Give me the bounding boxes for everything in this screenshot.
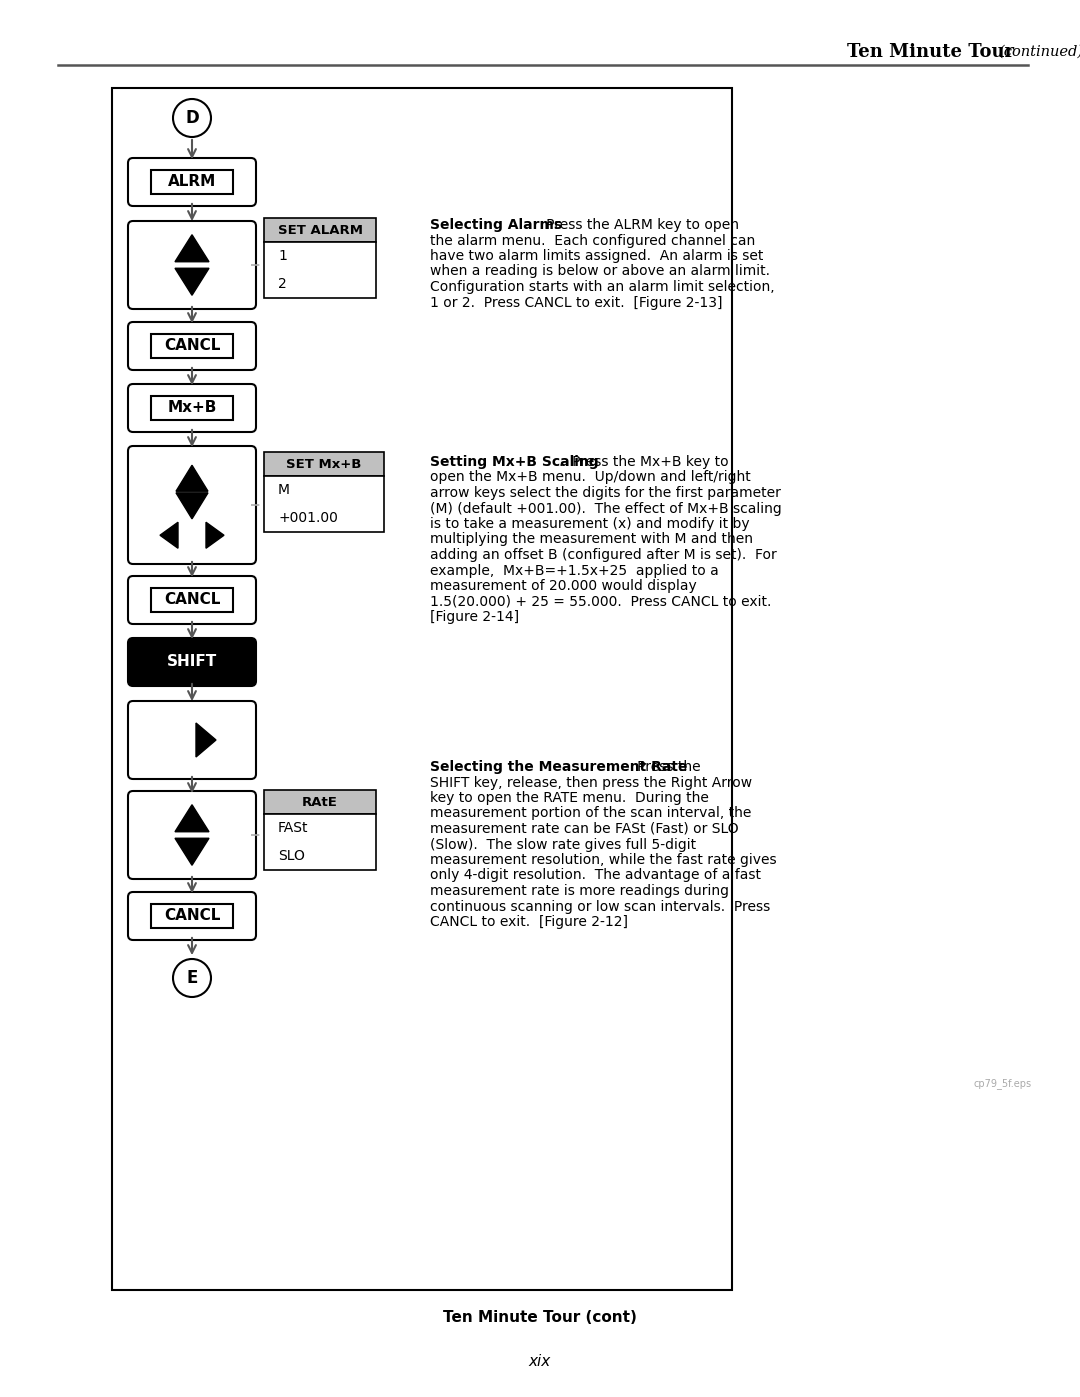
FancyBboxPatch shape bbox=[151, 170, 233, 194]
Polygon shape bbox=[195, 724, 216, 757]
Text: measurement rate is more readings during: measurement rate is more readings during bbox=[430, 884, 729, 898]
Bar bbox=[264, 476, 384, 532]
Text: the alarm menu.  Each configured channel can: the alarm menu. Each configured channel … bbox=[430, 233, 755, 247]
Text: 1: 1 bbox=[278, 249, 287, 263]
Bar bbox=[112, 88, 732, 1289]
Text: Setting Mx+B Scaling: Setting Mx+B Scaling bbox=[430, 455, 598, 469]
Text: multiplying the measurement with M and then: multiplying the measurement with M and t… bbox=[430, 532, 753, 546]
Bar bbox=[264, 242, 376, 298]
Polygon shape bbox=[206, 522, 224, 548]
Text: D: D bbox=[185, 109, 199, 127]
Text: SET Mx+B: SET Mx+B bbox=[286, 457, 362, 471]
Text: measurement resolution, while the fast rate gives: measurement resolution, while the fast r… bbox=[430, 854, 777, 868]
Text: CANCL: CANCL bbox=[164, 592, 220, 608]
Text: example,  Mx+B=+1.5x+25  applied to a: example, Mx+B=+1.5x+25 applied to a bbox=[430, 563, 719, 577]
Text: 1.5(20.000) + 25 = 55.000.  Press CANCL to exit.: 1.5(20.000) + 25 = 55.000. Press CANCL t… bbox=[430, 595, 771, 609]
Text: .  Press the ALRM key to open: . Press the ALRM key to open bbox=[534, 218, 739, 232]
FancyBboxPatch shape bbox=[151, 334, 233, 358]
Text: measurement portion of the scan interval, the: measurement portion of the scan interval… bbox=[430, 806, 752, 820]
Text: open the Mx+B menu.  Up/down and left/right: open the Mx+B menu. Up/down and left/rig… bbox=[430, 471, 751, 485]
FancyBboxPatch shape bbox=[129, 701, 256, 780]
FancyBboxPatch shape bbox=[129, 221, 256, 309]
Text: [Figure 2-14]: [Figure 2-14] bbox=[430, 610, 519, 624]
FancyBboxPatch shape bbox=[129, 638, 256, 686]
Polygon shape bbox=[175, 838, 210, 865]
Text: only 4-digit resolution.  The advantage of a fast: only 4-digit resolution. The advantage o… bbox=[430, 869, 761, 883]
Text: CANCL: CANCL bbox=[164, 338, 220, 353]
Polygon shape bbox=[160, 522, 178, 548]
Text: SHIFT key, release, then press the Right Arrow: SHIFT key, release, then press the Right… bbox=[430, 775, 752, 789]
FancyBboxPatch shape bbox=[151, 397, 233, 419]
Text: SET ALARM: SET ALARM bbox=[278, 224, 363, 236]
Text: have two alarm limits assigned.  An alarm is set: have two alarm limits assigned. An alarm… bbox=[430, 249, 764, 263]
Text: Selecting Alarms: Selecting Alarms bbox=[430, 218, 562, 232]
Text: (M) (default +001.00).  The effect of Mx+B scaling: (M) (default +001.00). The effect of Mx+… bbox=[430, 502, 782, 515]
Text: is to take a measurement (x) and modify it by: is to take a measurement (x) and modify … bbox=[430, 517, 750, 531]
Text: Ten Minute Tour (cont): Ten Minute Tour (cont) bbox=[443, 1310, 637, 1326]
Text: when a reading is below or above an alarm limit.: when a reading is below or above an alar… bbox=[430, 264, 770, 278]
Text: Mx+B: Mx+B bbox=[167, 401, 217, 415]
FancyBboxPatch shape bbox=[129, 384, 256, 432]
Text: .  Press the: . Press the bbox=[623, 760, 700, 774]
Polygon shape bbox=[176, 493, 208, 518]
FancyBboxPatch shape bbox=[129, 893, 256, 940]
Text: adding an offset B (configured after M is set).  For: adding an offset B (configured after M i… bbox=[430, 548, 777, 562]
Text: measurement rate can be FASt (Fast) or SLO: measurement rate can be FASt (Fast) or S… bbox=[430, 821, 739, 835]
Polygon shape bbox=[175, 235, 210, 261]
Bar bbox=[264, 453, 384, 476]
Bar bbox=[264, 218, 376, 242]
Text: SHIFT: SHIFT bbox=[167, 655, 217, 669]
Text: E: E bbox=[187, 970, 198, 988]
Text: measurement of 20.000 would display: measurement of 20.000 would display bbox=[430, 578, 697, 592]
Text: 2: 2 bbox=[278, 277, 287, 291]
Text: .  Press the Mx+B key to: . Press the Mx+B key to bbox=[559, 455, 729, 469]
Text: xix: xix bbox=[529, 1355, 551, 1369]
Text: M: M bbox=[278, 483, 291, 497]
Text: arrow keys select the digits for the first parameter: arrow keys select the digits for the fir… bbox=[430, 486, 781, 500]
FancyBboxPatch shape bbox=[129, 446, 256, 564]
Text: (continued): (continued) bbox=[998, 45, 1080, 59]
Text: CANCL to exit.  [Figure 2-12]: CANCL to exit. [Figure 2-12] bbox=[430, 915, 627, 929]
Text: Selecting the Measurement Rate: Selecting the Measurement Rate bbox=[430, 760, 688, 774]
Text: Ten Minute Tour: Ten Minute Tour bbox=[847, 43, 1014, 61]
Polygon shape bbox=[175, 268, 210, 295]
Text: RAtE: RAtE bbox=[302, 795, 338, 809]
Bar bbox=[264, 814, 376, 870]
FancyBboxPatch shape bbox=[129, 576, 256, 624]
Text: SLO: SLO bbox=[278, 849, 305, 863]
Polygon shape bbox=[176, 465, 208, 492]
Text: key to open the RATE menu.  During the: key to open the RATE menu. During the bbox=[430, 791, 708, 805]
FancyBboxPatch shape bbox=[129, 321, 256, 370]
Polygon shape bbox=[175, 805, 210, 831]
Text: 1 or 2.  Press CANCL to exit.  [Figure 2-13]: 1 or 2. Press CANCL to exit. [Figure 2-1… bbox=[430, 296, 723, 310]
Text: continuous scanning or low scan intervals.  Press: continuous scanning or low scan interval… bbox=[430, 900, 770, 914]
Text: (Slow).  The slow rate gives full 5-digit: (Slow). The slow rate gives full 5-digit bbox=[430, 837, 697, 852]
Text: cp79_5f.eps: cp79_5f.eps bbox=[974, 1078, 1032, 1088]
Text: Configuration starts with an alarm limit selection,: Configuration starts with an alarm limit… bbox=[430, 279, 774, 293]
Text: FASt: FASt bbox=[278, 821, 309, 835]
FancyBboxPatch shape bbox=[129, 791, 256, 879]
FancyBboxPatch shape bbox=[151, 904, 233, 928]
Bar bbox=[264, 789, 376, 814]
FancyBboxPatch shape bbox=[129, 158, 256, 205]
Text: ALRM: ALRM bbox=[167, 175, 216, 190]
FancyBboxPatch shape bbox=[151, 588, 233, 612]
Text: CANCL: CANCL bbox=[164, 908, 220, 923]
Text: +001.00: +001.00 bbox=[278, 511, 338, 525]
